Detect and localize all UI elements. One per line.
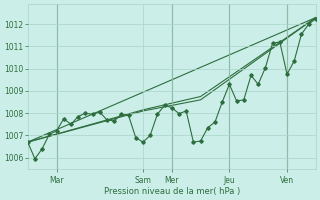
X-axis label: Pression niveau de la mer( hPa ): Pression niveau de la mer( hPa ): [104, 187, 240, 196]
